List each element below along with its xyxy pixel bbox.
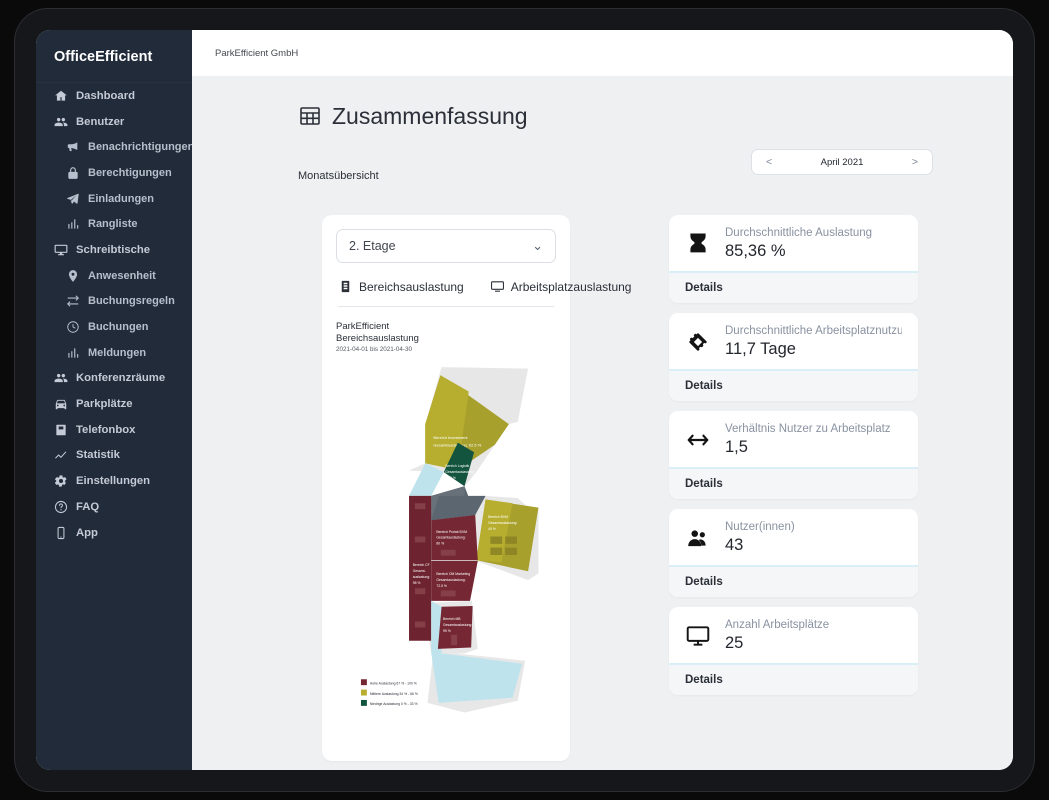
- svg-text:Gesamtauslastung:: Gesamtauslastung:: [445, 470, 474, 474]
- svg-text:auslastung:: auslastung:: [413, 575, 430, 579]
- svg-text:80 %: 80 %: [436, 542, 444, 546]
- svg-text:27.5 %: 27.5 %: [445, 476, 456, 480]
- svg-text:Bereich OM Marketing: Bereich OM Marketing: [436, 572, 470, 576]
- svg-text:Gesamtauslastung:: Gesamtauslastung:: [436, 578, 465, 582]
- svg-text:72.5 %: 72.5 %: [436, 584, 447, 588]
- svg-text:Gesamtauslastung:: Gesamtauslastung:: [488, 521, 517, 525]
- svg-text:98 %: 98 %: [413, 581, 421, 585]
- svg-text:Hohe Auslastung 67 % - 100 %: Hohe Auslastung 67 % - 100 %: [370, 681, 417, 685]
- svg-text:40 %: 40 %: [488, 527, 496, 531]
- svg-text:Bereich Logistik: Bereich Logistik: [445, 464, 469, 468]
- svg-text:Bereich CF: Bereich CF: [413, 563, 430, 567]
- svg-text:Bereich Investment: Bereich Investment: [433, 435, 468, 440]
- svg-text:Niedrige Auslastung 0 % - 33 %: Niedrige Auslastung 0 % - 33 %: [370, 702, 418, 706]
- svg-text:95 %: 95 %: [443, 629, 451, 633]
- svg-text:Gesamtauslastung:: Gesamtauslastung:: [436, 536, 465, 540]
- svg-text:Mittlere Auslastung 34 % - 66: Mittlere Auslastung 34 % - 66 %: [370, 692, 418, 696]
- svg-text:Bereich MB: Bereich MB: [443, 617, 461, 621]
- svg-text:Bereich BVM: Bereich BVM: [488, 515, 508, 519]
- svg-text:Bereich Prolab BVM: Bereich Prolab BVM: [436, 530, 467, 534]
- svg-text:Gesamtauslastung:: Gesamtauslastung:: [443, 623, 472, 627]
- svg-text:Gesamt-: Gesamt-: [413, 569, 426, 573]
